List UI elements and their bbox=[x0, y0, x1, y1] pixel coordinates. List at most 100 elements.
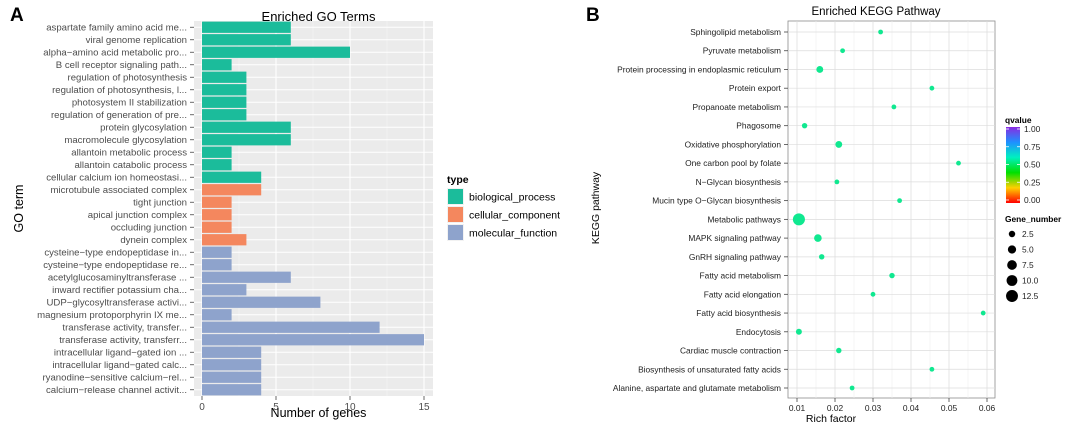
y-tick-label: inward rectifier potassium cha... bbox=[52, 285, 187, 296]
x-tick-label: 0.02 bbox=[827, 403, 844, 413]
legend-swatch bbox=[448, 225, 463, 240]
x-tick-label: 0 bbox=[199, 402, 205, 413]
y-tick-label: Fatty acid biosynthesis bbox=[696, 308, 781, 318]
y-tick-label: Protein processing in endoplasmic reticu… bbox=[617, 64, 781, 74]
bar bbox=[202, 21, 291, 33]
y-tick-label: Alanine, aspartate and glutamate metabol… bbox=[613, 383, 781, 393]
x-tick-label: 0.05 bbox=[941, 403, 958, 413]
y-tick-label: Cardiac muscle contraction bbox=[680, 346, 781, 356]
y-tick-label: apical junction complex bbox=[88, 210, 187, 221]
data-point bbox=[956, 160, 961, 166]
y-tick-label: allantoin metabolic process bbox=[71, 148, 187, 159]
y-tick-label: regulation of generation of pre... bbox=[51, 110, 187, 121]
bar bbox=[202, 196, 232, 208]
bar bbox=[202, 134, 291, 146]
y-tick-label: viral genome replication bbox=[86, 35, 187, 46]
y-axis-label: KEGG pathway bbox=[590, 171, 602, 244]
bar bbox=[202, 34, 291, 46]
y-tick-label: cysteine−type endopeptidase in... bbox=[44, 248, 187, 259]
bar bbox=[202, 46, 350, 58]
bar bbox=[202, 159, 232, 171]
bar bbox=[202, 146, 232, 158]
data-point bbox=[834, 179, 840, 185]
y-tick-label: microtubule associated complex bbox=[50, 185, 187, 196]
plot-background bbox=[194, 21, 433, 396]
y-tick-label: One carbon pool by folate bbox=[685, 158, 781, 168]
data-point bbox=[929, 85, 935, 91]
y-axis-label: GO term bbox=[12, 185, 26, 233]
legend-swatch bbox=[448, 207, 463, 222]
x-tick-label: 0.06 bbox=[979, 403, 996, 413]
data-point bbox=[836, 347, 842, 354]
y-tick-label: occluding junction bbox=[111, 223, 187, 234]
y-tick-label: aspartate family amino acid me... bbox=[46, 23, 187, 34]
y-tick-label: ryanodine−sensitive calcium−rel... bbox=[42, 373, 187, 384]
x-tick-label: 10 bbox=[344, 402, 356, 413]
y-tick-label: Fatty acid elongation bbox=[704, 289, 782, 299]
data-point bbox=[818, 254, 825, 260]
y-tick-label: intracellular ligand−gated ion ... bbox=[54, 348, 187, 359]
bar bbox=[202, 384, 262, 396]
legend-title: type bbox=[447, 174, 469, 186]
qvalue-colorbar bbox=[1006, 127, 1020, 203]
y-tick-label: transferase activity, transferr... bbox=[59, 335, 187, 346]
chart-title: Enriched KEGG Pathway bbox=[811, 6, 940, 18]
y-tick-label: transferase activity, transfer... bbox=[62, 323, 187, 334]
x-tick-label: 0.01 bbox=[789, 403, 806, 413]
colorbar-tick-label: 0.75 bbox=[1024, 142, 1041, 152]
y-tick-label: UDP−glycosyltransferase activi... bbox=[47, 298, 188, 309]
bar bbox=[202, 209, 232, 221]
y-tick-label: Fatty acid metabolism bbox=[700, 271, 781, 281]
y-tick-label: Sphingolipid metabolism bbox=[690, 27, 781, 37]
data-point bbox=[980, 310, 986, 316]
bar bbox=[202, 321, 380, 333]
x-tick-label: 5 bbox=[273, 402, 279, 413]
bar bbox=[202, 184, 262, 196]
panel-a-label: A bbox=[10, 5, 24, 26]
y-tick-label: macromolecule glycosylation bbox=[64, 135, 187, 146]
data-point bbox=[870, 291, 876, 297]
bar bbox=[202, 259, 232, 271]
y-tick-label: Propanoate metabolism bbox=[693, 102, 781, 112]
data-point bbox=[929, 366, 935, 372]
bar bbox=[202, 84, 247, 96]
bar bbox=[202, 271, 291, 283]
data-point bbox=[897, 198, 902, 204]
legend-label: cellular_component bbox=[469, 210, 560, 222]
data-point bbox=[801, 122, 808, 129]
y-tick-label: N−Glycan biosynthesis bbox=[696, 177, 781, 187]
x-tick-label: 15 bbox=[418, 402, 430, 413]
y-tick-label: Metabolic pathways bbox=[707, 214, 781, 224]
size-legend-label: 10.0 bbox=[1022, 276, 1039, 286]
size-legend-dot bbox=[1006, 290, 1018, 302]
bar bbox=[202, 221, 232, 233]
kegg-dot-plot: Sphingolipid metabolism Pyruvate metaboli… bbox=[590, 6, 1062, 425]
bar bbox=[202, 109, 247, 121]
legend-label: biological_process bbox=[469, 192, 555, 204]
y-tick-label: Protein export bbox=[729, 83, 782, 93]
chart-title: Enriched GO Terms bbox=[262, 9, 376, 24]
y-tick-label: alpha−amino acid metabolic pro... bbox=[43, 48, 187, 59]
bar bbox=[202, 96, 247, 108]
bar bbox=[202, 371, 262, 383]
size-legend-dot bbox=[1008, 230, 1016, 238]
y-tick-label: protein glycosylation bbox=[100, 123, 187, 134]
bar bbox=[202, 246, 232, 258]
y-tick-label: Pyruvate metabolism bbox=[703, 46, 781, 56]
y-tick-label: magnesium protoporphyrin IX me... bbox=[37, 310, 187, 321]
data-point bbox=[814, 234, 822, 242]
y-tick-label: intracellular ligand−gated calc... bbox=[52, 360, 187, 371]
bar bbox=[202, 171, 262, 183]
data-point bbox=[835, 140, 843, 148]
size-legend-title: Gene_number bbox=[1005, 214, 1062, 224]
colorbar-tick-label: 0.50 bbox=[1024, 160, 1041, 170]
colorbar-tick-label: 0.25 bbox=[1024, 177, 1041, 187]
size-legend-dot bbox=[1007, 260, 1017, 270]
y-tick-label: B cell receptor signaling path... bbox=[56, 60, 187, 71]
y-tick-label: GnRH signaling pathway bbox=[689, 252, 782, 262]
panel-b-label: B bbox=[586, 5, 600, 26]
go-bar-chart: aspartate family amino acid me...viral g… bbox=[12, 9, 560, 420]
colorbar-tick-label: 0.00 bbox=[1024, 195, 1041, 205]
